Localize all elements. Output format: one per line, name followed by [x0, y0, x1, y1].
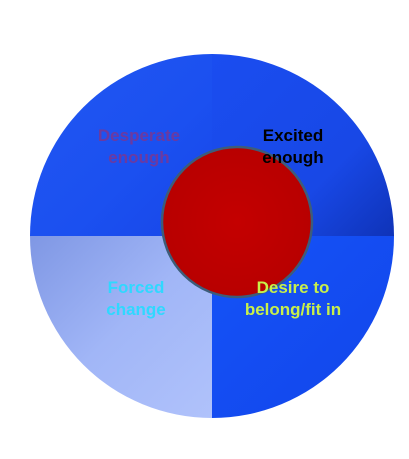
- label-forced-change: Forced change: [106, 278, 166, 319]
- quadrant-bottom-left: [30, 236, 212, 418]
- center-circle: [160, 145, 314, 299]
- label-desperate-enough: Desperate enough: [97, 126, 181, 167]
- label-desire-to-belong: Desire to belong/fit in: [244, 278, 342, 319]
- quadrant-top-left: [30, 54, 212, 236]
- label-excited-enough: Excited enough: [262, 126, 324, 167]
